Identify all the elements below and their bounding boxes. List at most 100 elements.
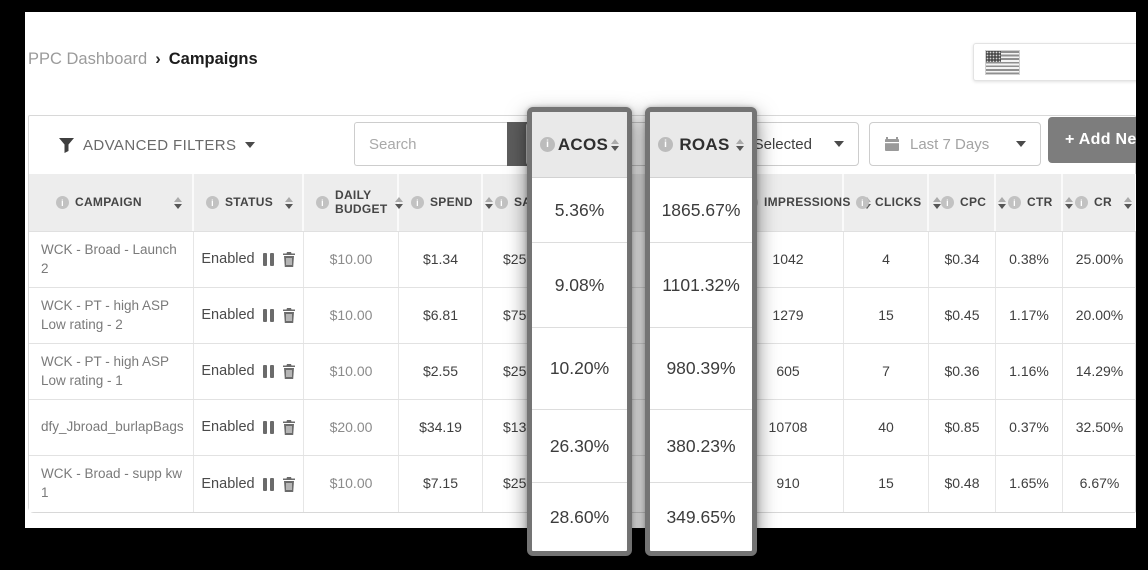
column-label: CR: [1094, 194, 1112, 209]
acos-value: 9.08%: [532, 243, 627, 328]
sales-value: $25: [503, 475, 527, 492]
calendar-icon: [885, 137, 899, 151]
pause-icon[interactable]: [262, 309, 274, 322]
impressions-value: 1279: [733, 288, 844, 343]
clicks-value: 7: [844, 344, 929, 399]
column-header-spend[interactable]: i SPEND: [399, 174, 493, 231]
sort-icon[interactable]: [484, 196, 493, 209]
acos-column-header[interactable]: i ACOS: [532, 112, 627, 178]
advanced-filters-label: ADVANCED FILTERS: [83, 136, 237, 154]
daily-budget-value[interactable]: $10.00: [304, 288, 399, 343]
impressions-value: 10708: [733, 400, 844, 455]
cpc-value: $0.36: [929, 344, 996, 399]
column-label: DAILY BUDGET: [335, 187, 388, 216]
status-cell: Enabled: [194, 344, 304, 399]
status-cell: Enabled: [194, 400, 304, 455]
info-icon[interactable]: i: [658, 137, 673, 152]
pause-icon[interactable]: [262, 421, 274, 434]
impressions-value: 910: [733, 456, 844, 512]
roas-column-header[interactable]: i ROAS: [650, 112, 752, 178]
status-label: Enabled: [201, 363, 255, 380]
pause-icon[interactable]: [262, 477, 274, 491]
sort-icon[interactable]: [1064, 196, 1073, 209]
campaign-name[interactable]: dfy_Jbroad_burlapBags: [29, 400, 194, 455]
ctr-value: 1.17%: [996, 288, 1063, 343]
clicks-value: 4: [844, 232, 929, 287]
column-header-clicks[interactable]: i CLICKS: [844, 174, 942, 231]
spend-value: $6.81: [399, 288, 483, 343]
daily-budget-value[interactable]: $10.00: [304, 456, 399, 512]
ctr-value: 1.65%: [996, 456, 1063, 512]
add-new-button[interactable]: + Add New: [1048, 117, 1136, 163]
search-input[interactable]: [354, 122, 507, 166]
sort-icon[interactable]: [735, 138, 744, 151]
column-header-daily-budget[interactable]: i DAILY BUDGET: [304, 174, 403, 231]
roas-value: 380.23%: [650, 410, 752, 483]
cpc-value: $0.45: [929, 288, 996, 343]
advanced-filters-toggle[interactable]: ADVANCED FILTERS: [59, 116, 256, 174]
campaign-name[interactable]: WCK - Broad - supp kw 1: [29, 456, 194, 512]
column-header-cr[interactable]: i CR: [1063, 174, 1136, 231]
info-icon[interactable]: i: [941, 196, 954, 209]
info-icon[interactable]: i: [316, 196, 329, 209]
acos-value: 26.30%: [532, 410, 627, 483]
column-header-campaign[interactable]: i CAMPAIGN: [29, 174, 194, 231]
sort-icon[interactable]: [395, 196, 403, 209]
pause-icon[interactable]: [262, 365, 274, 378]
campaign-name[interactable]: WCK - PT - high ASP Low rating - 1: [29, 344, 194, 399]
breadcrumb: PPC Dashboard › Campaigns: [28, 50, 258, 69]
column-header-ctr[interactable]: i CTR: [996, 174, 1073, 231]
acos-column-overlay: i ACOS 5.36% 9.08% 10.20% 26.30% 28.60%: [527, 107, 632, 556]
column-label: CLICKS: [875, 194, 922, 209]
column-label: IMPRESSIONS: [764, 194, 851, 209]
info-icon[interactable]: i: [206, 196, 219, 209]
roas-value: 349.65%: [666, 506, 736, 527]
sort-icon[interactable]: [610, 138, 619, 151]
campaign-name[interactable]: WCK - PT - high ASP Low rating - 2: [29, 288, 194, 343]
spend-value: $2.55: [399, 344, 483, 399]
language-selector[interactable]: [973, 43, 1136, 81]
clicks-value: 40: [844, 400, 929, 455]
status-label: Enabled: [201, 475, 255, 492]
sort-icon[interactable]: [998, 196, 1007, 209]
sort-icon[interactable]: [285, 196, 294, 209]
acos-value: 10.20%: [532, 328, 627, 410]
info-icon[interactable]: i: [56, 196, 69, 209]
trash-icon[interactable]: [282, 420, 296, 435]
status-label: Enabled: [201, 419, 255, 436]
cr-value: 14.29%: [1063, 344, 1136, 399]
info-icon[interactable]: i: [1075, 196, 1088, 209]
info-icon[interactable]: i: [411, 196, 424, 209]
trash-icon[interactable]: [282, 308, 296, 323]
clicks-value: 15: [844, 456, 929, 512]
trash-icon[interactable]: [282, 476, 296, 492]
info-icon[interactable]: i: [1008, 196, 1021, 209]
campaign-name[interactable]: WCK - Broad - Launch 2: [29, 232, 194, 287]
trash-icon[interactable]: [282, 364, 296, 379]
status-cell: Enabled: [194, 456, 304, 512]
status-label: Enabled: [201, 307, 255, 324]
daily-budget-value[interactable]: $10.00: [304, 344, 399, 399]
daily-budget-value[interactable]: $10.00: [304, 232, 399, 287]
cpc-value: $0.34: [929, 232, 996, 287]
breadcrumb-ppc-dashboard[interactable]: PPC Dashboard: [28, 50, 148, 68]
column-header-status[interactable]: i STATUS: [194, 174, 304, 231]
column-label: CPC: [960, 194, 987, 209]
roas-value: 1865.67%: [650, 178, 752, 243]
chevron-down-icon: [245, 142, 256, 148]
sort-icon[interactable]: [933, 196, 942, 209]
info-icon[interactable]: i: [856, 196, 869, 209]
sort-icon[interactable]: [1123, 196, 1132, 209]
info-icon[interactable]: i: [540, 137, 555, 152]
daily-budget-value[interactable]: $20.00: [304, 400, 399, 455]
trash-icon[interactable]: [282, 252, 296, 267]
pause-icon[interactable]: [262, 253, 274, 266]
date-range-dropdown[interactable]: Last 7 Days: [869, 122, 1041, 166]
column-label: CTR: [1027, 194, 1053, 209]
sort-icon[interactable]: [174, 196, 182, 209]
column-header-cpc[interactable]: i CPC: [929, 174, 1007, 231]
spend-value: $34.19: [399, 400, 483, 455]
info-icon[interactable]: i: [495, 196, 508, 209]
column-label: CAMPAIGN: [75, 194, 142, 209]
